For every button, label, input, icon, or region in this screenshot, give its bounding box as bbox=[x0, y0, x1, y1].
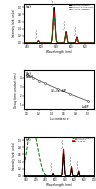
X-axis label: Wavelength (nm): Wavelength (nm) bbox=[46, 50, 72, 54]
Y-axis label: Intensity (arb. units): Intensity (arb. units) bbox=[12, 9, 16, 37]
Legend: GdAlP:Tb element, Gd₀.₅Lu₀.₅AlP:Tb cryst., LuAlP:Tb (powder): GdAlP:Tb element, Gd₀.₅Lu₀.₅AlP:Tb cryst… bbox=[69, 4, 94, 10]
Text: $^5D_4{\to}^7F_3$: $^5D_4{\to}^7F_3$ bbox=[76, 158, 82, 170]
X-axis label: Lu content x: Lu content x bbox=[50, 117, 68, 121]
Text: LuAlP: LuAlP bbox=[82, 105, 89, 109]
Text: $^5D_4{\to}^7F_4$: $^5D_4{\to}^7F_4$ bbox=[63, 19, 69, 30]
Text: $^5D_4{\to}^7F_3$: $^5D_4{\to}^7F_3$ bbox=[74, 24, 80, 36]
Text: (a): (a) bbox=[26, 5, 32, 9]
Text: Gd₀.₅Lu₀.₅AlP: Gd₀.₅Lu₀.₅AlP bbox=[51, 89, 67, 93]
Text: (b): (b) bbox=[26, 72, 32, 76]
Text: $^5D_4{\to}^7F_6$: $^5D_4{\to}^7F_6$ bbox=[50, 160, 56, 172]
Text: $^5D_4{\to}^7F_6$: $^5D_4{\to}^7F_6$ bbox=[35, 27, 41, 39]
X-axis label: Wavelength (nm): Wavelength (nm) bbox=[46, 183, 72, 187]
Legend: Gd₀.₅Lu₀.₅AlP:Tb,Ce, GdAlP:Tb,Ce, LuAlP:Tb,Ce: Gd₀.₅Lu₀.₅AlP:Tb,Ce, GdAlP:Tb,Ce, LuAlP:… bbox=[72, 137, 94, 143]
Text: $^5D_4{\to}^7F_4$: $^5D_4{\to}^7F_4$ bbox=[68, 154, 75, 166]
Y-axis label: Intensity (arb. units): Intensity (arb. units) bbox=[12, 142, 16, 170]
Text: $^5D_4{\to}^7F_5$: $^5D_4{\to}^7F_5$ bbox=[51, 0, 57, 7]
Text: (c): (c) bbox=[26, 138, 32, 142]
Text: GdAlP: GdAlP bbox=[25, 75, 34, 79]
Y-axis label: Decay time constant (ms): Decay time constant (ms) bbox=[14, 72, 18, 108]
Text: $^5D_4{\to}^7F_5$: $^5D_4{\to}^7F_5$ bbox=[60, 137, 67, 149]
